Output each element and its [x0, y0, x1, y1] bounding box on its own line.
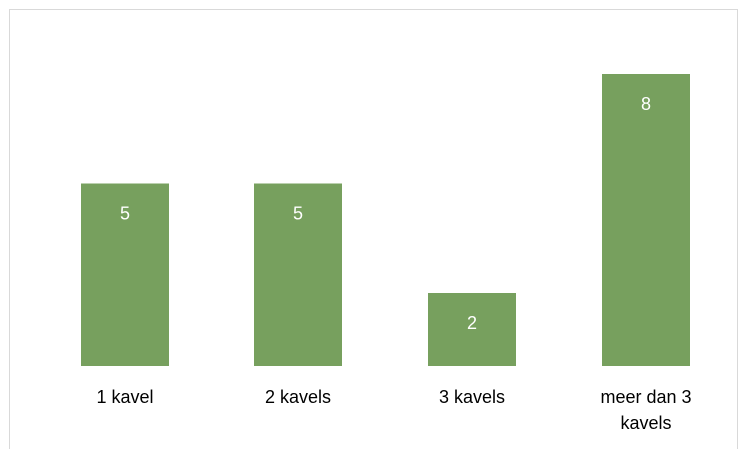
category-label-1: 1 kavel — [96, 387, 153, 407]
category-label-4: meer dan 3 kavels — [600, 387, 691, 433]
data-label-2: 5 — [293, 204, 303, 224]
category-labels-group: 1 kavel 2 kavels 3 kavels meer dan 3 kavels — [96, 387, 691, 433]
bar-4 — [602, 74, 690, 366]
data-label-4: 8 — [641, 94, 651, 114]
category-label-line: kavels — [620, 413, 671, 433]
bar-2 — [254, 183, 342, 366]
data-labels-group: 5 5 2 8 — [120, 94, 651, 333]
category-label-line: 3 kavels — [439, 387, 505, 407]
bar-3 — [428, 293, 516, 366]
category-label-3: 3 kavels — [439, 387, 505, 407]
category-label-2: 2 kavels — [265, 387, 331, 407]
category-label-line: meer dan 3 — [600, 387, 691, 407]
bars-group — [81, 74, 690, 366]
category-label-line: 1 kavel — [96, 387, 153, 407]
bar-1 — [81, 183, 169, 366]
data-label-3: 2 — [467, 313, 477, 333]
data-label-1: 5 — [120, 204, 130, 224]
category-label-line: 2 kavels — [265, 387, 331, 407]
